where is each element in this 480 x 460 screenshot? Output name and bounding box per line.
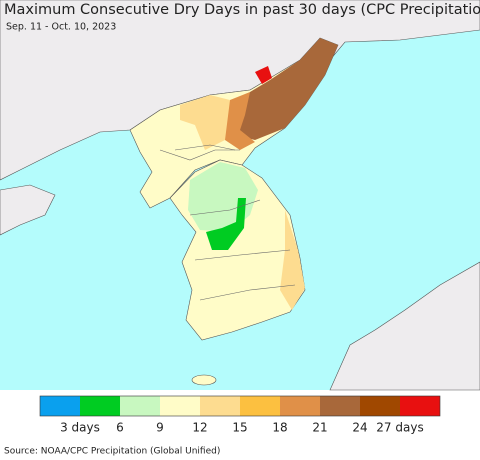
south-korea-green bbox=[206, 198, 246, 250]
colorbar-tick-label: 15 bbox=[232, 421, 247, 435]
colorbar-swatch bbox=[200, 396, 240, 416]
colorbar-tick-label: 18 bbox=[272, 421, 287, 435]
colorbar-swatch bbox=[240, 396, 280, 416]
province-borders bbox=[174, 144, 296, 301]
colorbar-swatch bbox=[80, 396, 120, 416]
colorbar-tick-label: 12 bbox=[192, 421, 207, 435]
colorbar-tick-label: 27 days bbox=[376, 421, 423, 435]
colorbar-swatch bbox=[280, 396, 320, 416]
shandong bbox=[0, 184, 56, 236]
subtitle: Sep. 11 - Oct. 10, 2023 bbox=[6, 22, 116, 33]
title: Maximum Consecutive Dry Days in past 30 … bbox=[4, 2, 480, 18]
north-korea-dry bbox=[235, 38, 338, 140]
north-korea-gold bbox=[180, 95, 230, 150]
south-korea-east bbox=[280, 210, 305, 310]
colorbar-swatch bbox=[40, 396, 80, 416]
colorbar-swatch bbox=[320, 396, 360, 416]
colorbar-tick-label: 24 bbox=[352, 421, 367, 435]
colorbar-swatch bbox=[360, 396, 400, 416]
jeju bbox=[191, 374, 217, 386]
admin-borders bbox=[159, 149, 240, 161]
colorbar-swatch bbox=[400, 396, 440, 416]
colorbar-tick-label: 9 bbox=[156, 421, 164, 435]
map bbox=[0, 0, 480, 391]
colorbar-tick-label: 6 bbox=[116, 421, 124, 435]
colorbar-swatch bbox=[120, 396, 160, 416]
colorbar-swatch bbox=[160, 396, 200, 416]
source: Source: NOAA/CPC Precipitation (Global U… bbox=[4, 447, 220, 457]
north-korea-red bbox=[255, 66, 272, 84]
colorbar-frame bbox=[39, 395, 441, 417]
colorbar: 3 days 6 9 12 15 18 21 24 27 days bbox=[39, 395, 441, 435]
colorbar-tick-label: 3 days bbox=[60, 421, 100, 435]
north-korea-orange bbox=[225, 92, 255, 150]
japan bbox=[329, 261, 480, 391]
colorbar-tick-label: 21 bbox=[312, 421, 327, 435]
